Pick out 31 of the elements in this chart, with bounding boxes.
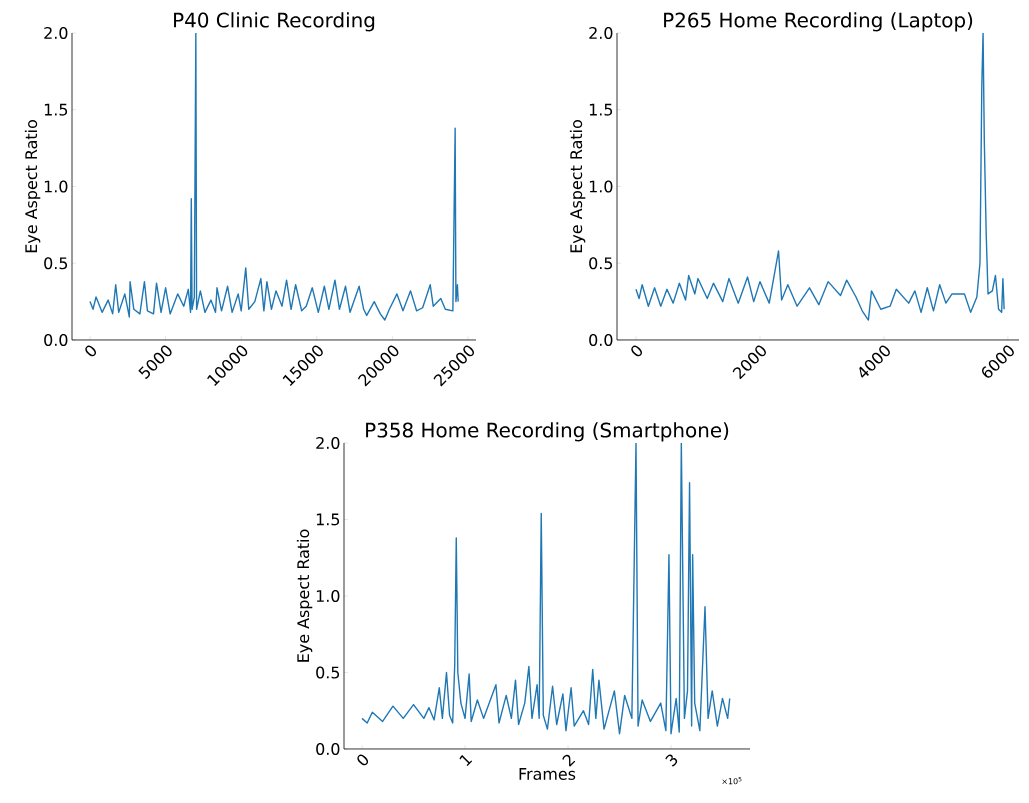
chart-title: P265 Home Recording (Laptop) [664,12,973,32]
y-tick-label: 0.0 [316,742,340,756]
x-tick-label: 3 [665,754,678,767]
y-tick-label: 1.5 [44,103,68,116]
x-tick-label: 2 [562,754,576,767]
line-series [635,32,1005,321]
y-tick-label: 0.0 [589,333,613,346]
y-tick-label: 1.5 [316,513,340,526]
x-tick-label: 0 [631,345,642,357]
chart-title: P40 Clinic Recording [174,12,375,32]
y-tick-label: 2.0 [44,26,68,39]
y-tick-label: 0.0 [44,333,68,346]
y-tick-label: 1.0 [589,180,613,193]
chart-title: P358 Home Recording (Smartphone) [366,422,729,442]
y-axis-title: Eye Aspect Ratio [296,529,313,662]
y-tick-label: 1.0 [44,180,68,193]
y-tick-label: 2.0 [589,26,613,39]
x-tick-label: 1 [459,754,473,767]
y-tick-label: 1.5 [589,103,613,116]
line-series [89,32,459,321]
y-tick-label: 0.5 [44,257,68,270]
y-tick-label: 0.5 [589,257,613,270]
x-axis-title: Frames [519,768,576,780]
y-axis-title: Eye Aspect Ratio [569,120,586,253]
y-tick-label: 2.0 [316,436,340,449]
x-tick-label: 0 [357,754,369,766]
y-axis-title: Eye Aspect Ratio [24,120,41,253]
y-tick-label: 0.5 [316,666,340,679]
x-tick-label: 0 [85,345,97,357]
line-series [361,442,731,735]
y-tick-label: 1.0 [316,589,340,603]
